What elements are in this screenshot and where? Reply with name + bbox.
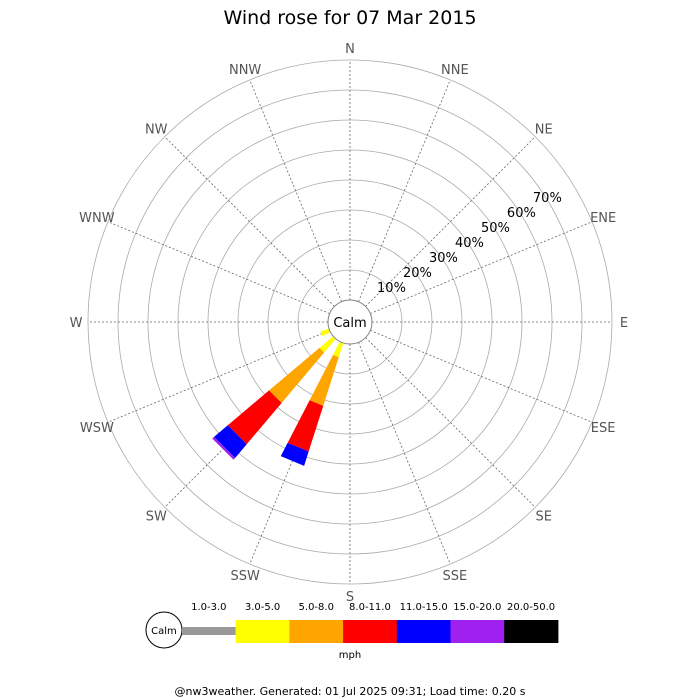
direction-label-ne: NE — [535, 122, 553, 137]
petal-ssw-bin-4 — [280, 442, 309, 466]
grid-spoke — [249, 79, 342, 302]
direction-label-ene: ENE — [590, 211, 616, 226]
legend-swatch-2 — [289, 620, 344, 643]
legend-label-5: 15.0-20.0 — [453, 602, 501, 613]
direction-label-s: S — [346, 590, 354, 605]
footer-text: @nw3weather. Generated: 01 Jul 2025 09:3… — [175, 685, 526, 698]
polar-grid — [87, 59, 613, 585]
legend-label-0: 1.0-3.0 — [191, 602, 226, 613]
direction-label-wsw: WSW — [80, 421, 114, 436]
ring-label-20: 20% — [403, 266, 432, 281]
legend-label-3: 8.0-11.0 — [349, 602, 391, 613]
grid-spoke — [365, 337, 536, 508]
direction-label-wnw: WNW — [79, 211, 115, 226]
direction-label-w: W — [70, 316, 83, 331]
grid-spoke — [358, 79, 451, 302]
direction-label-e: E — [620, 316, 628, 331]
ring-label-40: 40% — [455, 236, 484, 251]
grid-spoke — [365, 136, 536, 307]
petal-ssw-bin-2 — [309, 354, 339, 406]
direction-label-nw: NW — [145, 122, 168, 137]
ring-labels: 10%20%30%40%50%60%70% — [377, 191, 562, 296]
petal-sw-bin-3 — [227, 390, 282, 445]
legend-label-1: 3.0-5.0 — [245, 602, 280, 613]
legend-swatch-6 — [504, 620, 559, 643]
calm-label: Calm — [333, 316, 366, 331]
grid-spoke — [164, 136, 335, 307]
petal-sw-bin-1 — [319, 336, 336, 353]
ring-label-10: 10% — [377, 281, 406, 296]
direction-label-ese: ESE — [591, 421, 616, 436]
petal-sw-bin-2 — [269, 347, 325, 403]
grid-spoke — [107, 330, 330, 423]
direction-label-sse: SSE — [442, 569, 467, 584]
grid-ring — [87, 59, 613, 585]
wind-petals — [212, 328, 344, 466]
petal-wsw-bin-1 — [320, 328, 331, 337]
direction-label-ssw: SSW — [230, 569, 260, 584]
legend-unit: mph — [339, 650, 361, 661]
direction-label-sw: SW — [146, 510, 167, 525]
direction-label-se: SE — [536, 510, 552, 525]
legend-swatch-1 — [235, 620, 290, 643]
grid-spoke — [107, 221, 330, 314]
legend-label-6: 20.0-50.0 — [507, 602, 555, 613]
grid-spoke — [370, 330, 593, 423]
chart-title: Wind rose for 07 Mar 2015 — [223, 7, 476, 29]
ring-label-70: 70% — [533, 191, 562, 206]
direction-label-nne: NNE — [441, 63, 469, 78]
petal-ssw-bin-1 — [333, 341, 344, 358]
grid-spoke — [358, 342, 451, 565]
legend-label-2: 5.0-8.0 — [299, 602, 334, 613]
legend-label-4: 11.0-15.0 — [400, 602, 448, 613]
ring-label-60: 60% — [507, 206, 536, 221]
legend-swatch-3 — [343, 620, 398, 643]
legend-calm-label: Calm — [151, 626, 177, 637]
direction-label-nnw: NNW — [229, 63, 261, 78]
petal-ssw-bin-3 — [287, 400, 324, 452]
ring-label-30: 30% — [429, 251, 458, 266]
ring-label-50: 50% — [481, 221, 510, 236]
direction-labels: N NNE NE ENE E ESE SE SSE S SSW SW WSW W WNW NW NNW — [70, 42, 629, 605]
legend-swatch-0 — [182, 627, 236, 635]
legend-swatch-5 — [450, 620, 505, 643]
petal-sw-bin-5 — [212, 436, 236, 460]
legend-swatch-4 — [396, 620, 451, 643]
grid-spoke — [370, 221, 593, 314]
calm-circle: Calm — [327, 299, 373, 345]
speed-legend: Calm mph 1.0-3.0 3.0-5.0 5.0-8.0 8.0-11.0 11… — [145, 602, 559, 661]
direction-label-n: N — [345, 42, 355, 57]
petal-sw-bin-4 — [214, 425, 247, 458]
